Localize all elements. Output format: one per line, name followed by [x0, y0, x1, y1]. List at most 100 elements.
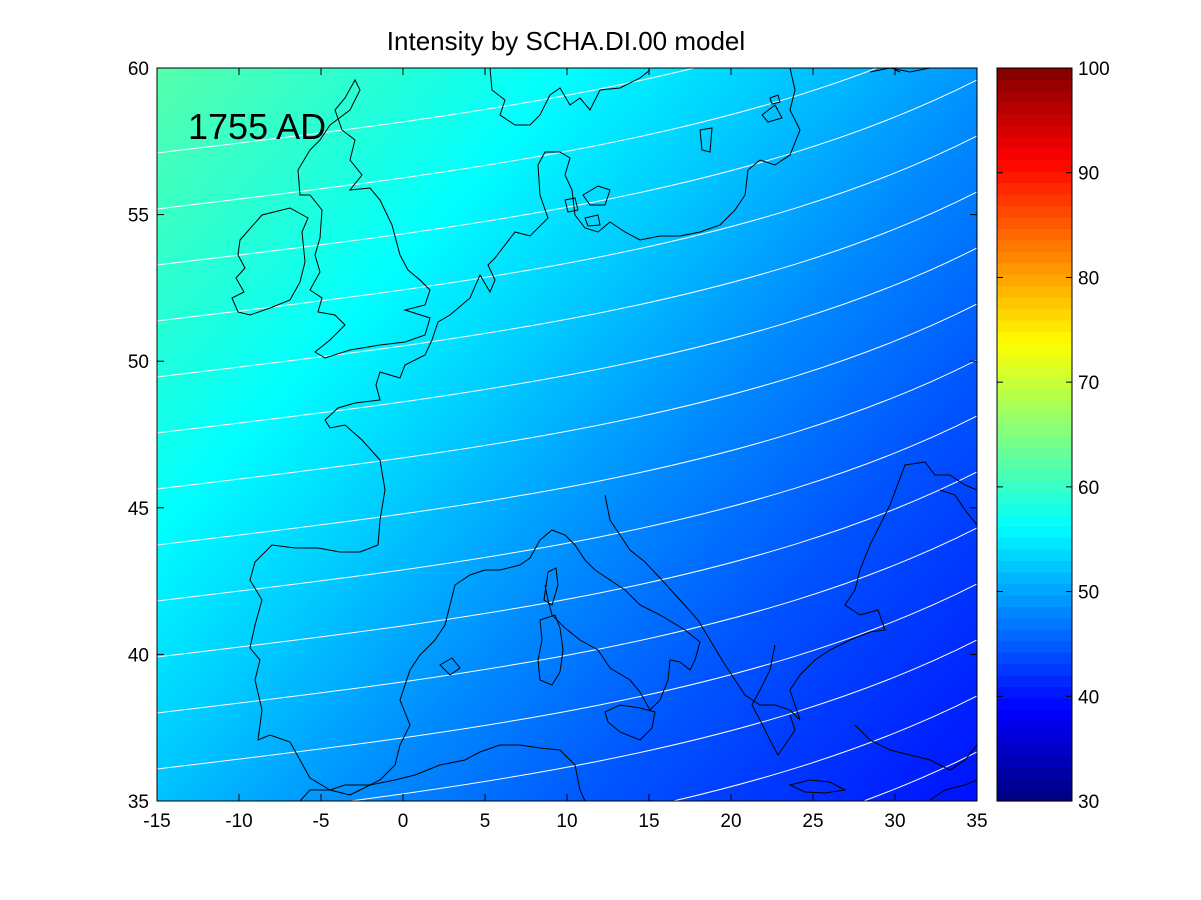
y-tick-label: 35	[128, 792, 149, 813]
x-tick-label: -15	[143, 811, 170, 832]
coastline-crete	[788, 779, 847, 794]
colorbar-band	[997, 468, 1072, 481]
colorbar-band	[997, 709, 1072, 722]
colorbar-band	[997, 423, 1072, 436]
chart-title: Intensity by SCHA.DI.00 model	[387, 26, 745, 56]
colorbar-band	[997, 755, 1072, 768]
coastline-sardinia	[537, 614, 564, 686]
colorbar-band	[997, 342, 1072, 355]
y-tick-label: 45	[128, 499, 149, 520]
colorbar-band	[997, 400, 1072, 413]
colorbar-frame	[996, 67, 1073, 802]
x-axis: -15 -10 -5 0 5 10 15 20 25 30 35	[143, 68, 988, 832]
colorbar-band	[997, 113, 1072, 126]
x-tick-label: -10	[225, 811, 252, 832]
colorbar-band	[997, 274, 1072, 287]
colorbar-band	[997, 652, 1072, 665]
contour-line	[157, 359, 977, 546]
x-tick-label: 15	[638, 811, 659, 832]
colorbar-band	[997, 297, 1072, 310]
colorbar-band	[997, 445, 1072, 459]
colorbar-band	[997, 720, 1072, 733]
contour-line	[157, 68, 879, 210]
x-tick-label: 10	[556, 811, 577, 832]
colorbar-band	[997, 216, 1072, 229]
x-tick-label: 0	[398, 811, 409, 832]
colorbar-band	[997, 663, 1072, 676]
contour-line	[157, 79, 977, 266]
coastline-scandinavia	[489, 68, 651, 126]
colorbar-band	[997, 434, 1072, 447]
colorbar-tick-label: 100	[1078, 59, 1110, 80]
colorbar-band	[997, 365, 1072, 378]
colorbar-band	[997, 617, 1072, 630]
colorbar-band	[997, 148, 1072, 161]
colorbar-band	[997, 686, 1072, 699]
contour-line	[157, 583, 977, 770]
colorbar-band	[997, 159, 1072, 172]
contour-line	[157, 68, 697, 154]
coastlines	[231, 68, 977, 801]
colorbar-band	[997, 640, 1072, 653]
colorbar-tick-label: 50	[1078, 583, 1099, 604]
y-tick-label: 50	[128, 352, 149, 373]
colorbar-band	[997, 583, 1072, 596]
coastline-balkans	[604, 461, 977, 721]
colorbar-band	[997, 102, 1072, 115]
contour-line	[157, 527, 977, 714]
contour-lines	[157, 68, 977, 801]
contour-line	[346, 639, 977, 801]
x-tick-label: 20	[720, 811, 741, 832]
colorbar-band	[997, 388, 1072, 401]
colorbar-band	[997, 136, 1072, 149]
colorbar-band	[997, 90, 1072, 103]
contour-line	[157, 191, 977, 378]
colorbar-band	[997, 239, 1072, 252]
colorbar-band	[997, 457, 1072, 470]
colorbar-band	[997, 377, 1072, 390]
colorbar-band	[997, 354, 1072, 367]
coastline-iberia	[249, 539, 541, 796]
colorbar: 30 40 50 60 70 80 90 100	[996, 59, 1110, 813]
colorbar-band	[997, 549, 1072, 562]
colorbar-band	[997, 778, 1072, 791]
contour-line	[157, 471, 977, 658]
coastline-gotland	[699, 94, 783, 153]
coastline-italy	[539, 529, 701, 711]
intensity-field	[157, 68, 977, 801]
colorbar-tick-label: 40	[1078, 687, 1099, 708]
x-tick-label: 25	[802, 811, 823, 832]
colorbar-band	[997, 285, 1072, 298]
y-tick-label: 40	[128, 645, 149, 666]
colorbar-band	[997, 308, 1072, 321]
coastline-danish-islands	[564, 185, 611, 227]
contour-line	[862, 751, 977, 801]
colorbar-tick-label: 90	[1078, 164, 1099, 185]
y-tick-label: 60	[128, 59, 149, 80]
x-tick-label: 35	[966, 811, 987, 832]
colorbar-ticks: 30 40 50 60 70 80 90 100	[997, 59, 1110, 813]
colorbar-band	[997, 514, 1072, 527]
contour-line	[157, 415, 977, 602]
colorbar-tick-label: 60	[1078, 478, 1099, 499]
colorbar-band	[997, 675, 1072, 688]
colorbar-band	[997, 251, 1072, 264]
colorbar-band	[997, 560, 1072, 573]
colorbar-band	[997, 331, 1072, 344]
colorbar-band	[997, 571, 1072, 584]
colorbar-band	[997, 789, 1072, 802]
coastline-sicily	[604, 704, 656, 741]
colorbar-band	[997, 697, 1072, 710]
plot-area: 1755 AD	[156, 67, 978, 802]
coastline-north-africa	[299, 744, 586, 801]
coastline-great-britain	[297, 78, 431, 359]
y-axis: 35 40 45 50 55 60	[128, 59, 977, 813]
y-tick-label: 55	[128, 206, 149, 227]
colorbar-band	[997, 503, 1072, 516]
colorbar-band	[997, 193, 1072, 207]
colorbar-band	[997, 526, 1072, 539]
year-annotation: 1755 AD	[188, 106, 326, 147]
coastline-finland	[869, 68, 931, 73]
colorbar-band	[997, 606, 1072, 619]
